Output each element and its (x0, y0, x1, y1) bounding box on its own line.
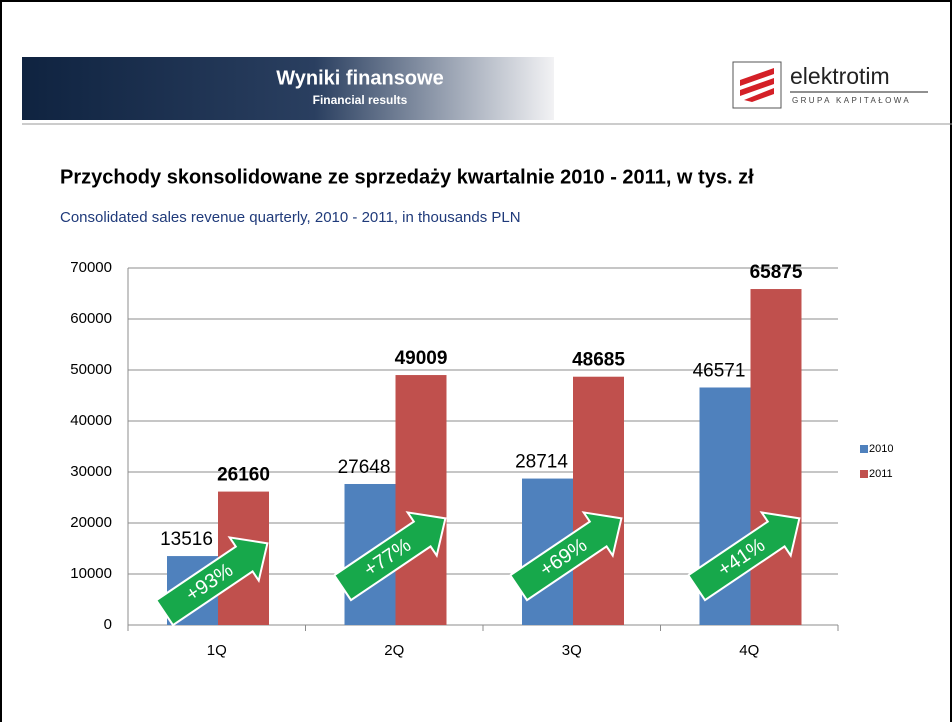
logo-icon (740, 68, 774, 102)
data-label: 26160 (217, 465, 270, 486)
y-tick-label: 40000 (70, 412, 112, 429)
x-tick-label: 2Q (384, 642, 404, 659)
legend-label: 2010 (869, 443, 893, 455)
legend-swatch (860, 445, 868, 453)
legend-label: 2011 (869, 468, 893, 480)
legend-swatch (860, 470, 868, 478)
growth-arrow: +69% (508, 511, 623, 602)
y-tick-label: 60000 (70, 310, 112, 327)
data-label: 46571 (693, 361, 746, 382)
y-tick-label: 20000 (70, 514, 112, 531)
chart-subtitle: Consolidated sales revenue quarterly, 20… (60, 209, 521, 226)
arrow-shape (686, 511, 801, 602)
x-tick-label: 4Q (739, 642, 759, 659)
logo-text: elektrotim (790, 63, 890, 89)
y-tick-label: 50000 (70, 361, 112, 378)
y-tick-label: 0 (104, 616, 112, 633)
bar (750, 289, 802, 625)
data-label: 28714 (515, 452, 568, 473)
bar (573, 376, 624, 625)
y-tick-label: 30000 (70, 463, 112, 480)
arrow-shape (508, 511, 623, 602)
growth-arrow: +93% (154, 536, 269, 627)
data-label: 65875 (750, 262, 803, 283)
data-label: 48685 (572, 350, 625, 371)
header-title: Wyniki finansowe (276, 67, 443, 89)
y-tick-label: 70000 (70, 259, 112, 276)
logo-tagline: GRUPA KAPITAŁOWA (792, 96, 911, 105)
data-label: 27648 (338, 457, 391, 478)
chart-title: Przychody skonsolidowane ze sprzedaży kw… (60, 166, 754, 188)
x-tick-label: 3Q (562, 642, 582, 659)
bar (395, 375, 447, 625)
logo: elektrotim GRUPA KAPITAŁOWA (732, 61, 928, 109)
x-tick-label: 1Q (207, 642, 227, 659)
arrow-shape (332, 511, 447, 602)
header-subtitle: Financial results (313, 93, 408, 107)
arrow-shape (154, 536, 269, 627)
y-tick-label: 10000 (70, 565, 112, 582)
data-label: 13516 (160, 529, 213, 550)
data-label: 49009 (395, 348, 448, 369)
header-band (22, 57, 554, 120)
